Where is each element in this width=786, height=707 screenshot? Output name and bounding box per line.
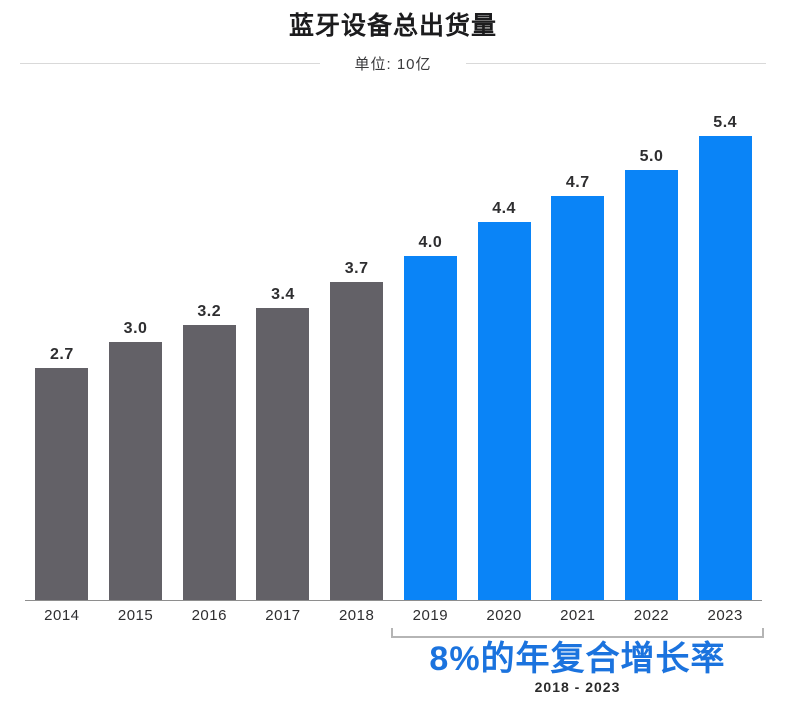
bar-2018 (330, 282, 384, 600)
unit-divider: 单位: 10亿 (20, 54, 766, 73)
x-axis-label-2022: 2022 (633, 607, 670, 624)
x-axis-line (25, 600, 762, 601)
divider-line-left (20, 62, 321, 64)
bar-column-2022: 5.0 (615, 149, 689, 600)
bar-value-label: 4.4 (492, 200, 516, 217)
x-axis-label-2019: 2019 (412, 607, 449, 624)
plot-area: 2.7 3.0 3.2 3.4 3.7 4.0 4.4 4.7 5.0 5.4 (25, 0, 762, 600)
chart-title: 蓝牙设备总出货量 (288, 12, 497, 40)
bar-value-label: 3.0 (123, 320, 148, 337)
bar-2023 (698, 136, 752, 600)
bar-column-2018: 3.7 (320, 261, 394, 600)
unit-label: 单位: 10亿 (354, 55, 432, 73)
bar-value-label: 3.4 (271, 286, 295, 303)
period-label: 2018 - 2023 (534, 679, 621, 696)
bar-column-2016: 3.2 (172, 304, 246, 600)
bar-2015 (109, 342, 163, 600)
divider-line-right (465, 62, 766, 64)
bar-value-label: 2.7 (49, 346, 74, 363)
bar-2022 (624, 170, 678, 600)
bar-2021 (551, 196, 605, 600)
bar-column-2021: 4.7 (541, 175, 615, 600)
x-axis-label-2020: 2020 (486, 607, 522, 624)
bar-column-2014: 2.7 (25, 347, 99, 600)
x-axis-label-2014: 2014 (44, 607, 80, 624)
bar-2016 (182, 325, 236, 600)
x-axis-labels: 2014 2015 2016 2017 2018 2019 2020 2021 2022 2023 (25, 607, 762, 624)
bar-value-label: 4.7 (565, 174, 590, 191)
cagr-annotation: 8%的年复合增长率 2018 - 2023 (391, 628, 764, 695)
x-axis-label-2016: 2016 (191, 607, 227, 624)
bar-value-label: 5.0 (639, 148, 664, 165)
bar-column-2015: 3.0 (99, 321, 173, 600)
cagr-label: 8%的年复合增长率 (429, 640, 726, 678)
bar-column-2020: 4.4 (467, 201, 541, 600)
x-axis-label-2018: 2018 (338, 607, 375, 624)
bracket-icon (391, 628, 764, 638)
bar-2017 (256, 308, 310, 600)
bar-2019 (403, 256, 457, 600)
x-axis-label-2017: 2017 (265, 607, 301, 624)
bar-2014 (35, 368, 89, 600)
bar-column-2023: 5.4 (688, 115, 762, 600)
x-axis-label-2021: 2021 (560, 607, 596, 624)
bar-2020 (477, 222, 531, 600)
x-axis-label-2023: 2023 (707, 607, 743, 624)
bar-value-label: 4.0 (418, 234, 443, 251)
bar-value-label: 3.7 (344, 260, 369, 277)
bar-column-2017: 3.4 (246, 287, 320, 600)
bar-value-label: 5.4 (713, 114, 738, 131)
bar-column-2019: 4.0 (394, 235, 468, 600)
x-axis-label-2015: 2015 (117, 607, 154, 624)
bar-value-label: 3.2 (197, 303, 222, 320)
